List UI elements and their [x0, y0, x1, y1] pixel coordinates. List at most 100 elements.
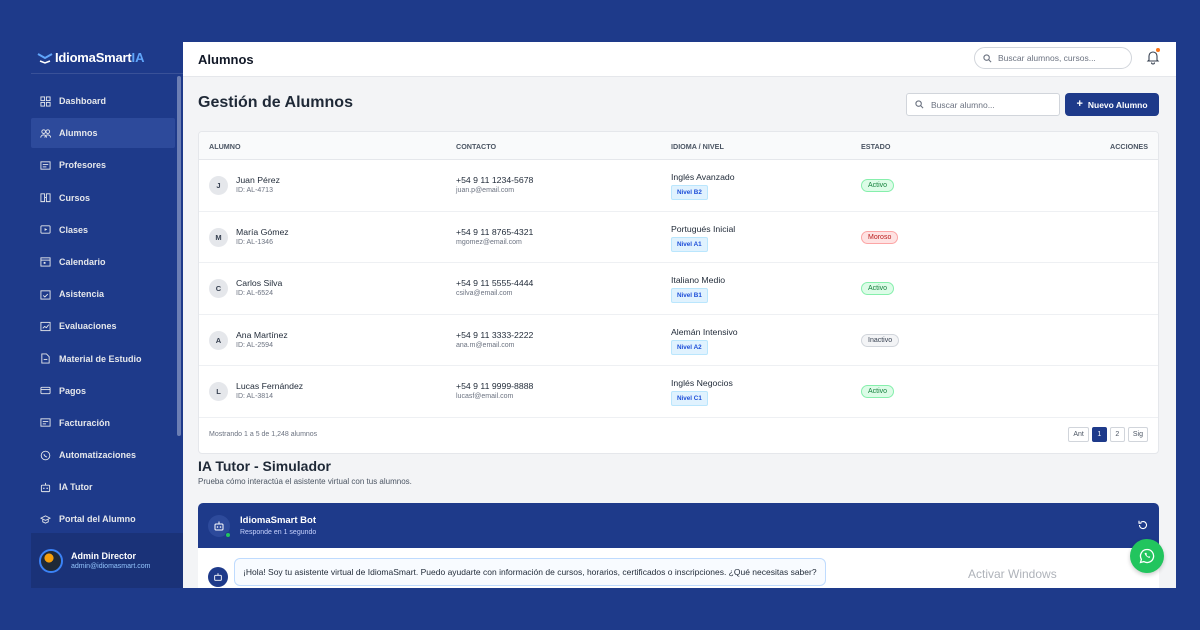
chat-body: ¡Hola! Soy tu asistente virtual de Idiom… [198, 548, 1159, 588]
logo-icon [37, 52, 53, 64]
student-search-input[interactable]: Buscar alumno... [906, 93, 1060, 116]
global-search-placeholder: Buscar alumnos, cursos... [998, 53, 1096, 63]
table-row[interactable]: M María Gómez ID: AL-1346 +54 9 11 8765-432… [199, 212, 1158, 263]
student-phone: +54 9 11 1234-5678 [456, 175, 534, 185]
student-name: Juan Pérez [236, 175, 280, 185]
users-icon [40, 129, 51, 138]
sidebar-item-label: Pagos [59, 385, 87, 396]
file-icon [41, 353, 50, 364]
student-phone: +54 9 11 3333-2222 [456, 329, 534, 340]
sidebar-item-ia-tutor[interactable]: IA Tutor [31, 472, 175, 502]
student-language: Italiano Medio [671, 275, 726, 285]
whatsapp-button[interactable] [1130, 539, 1164, 573]
plus-icon: + [1076, 98, 1083, 110]
sidebar-item-material-de-estudio[interactable]: Material de Estudio [31, 344, 175, 374]
student-id: ID: AL-4713 [236, 187, 273, 194]
sidebar-item-alumnos[interactable]: Alumnos [31, 118, 175, 149]
student-email: juan.p@email.com [456, 187, 515, 194]
pagination-page-1[interactable]: 1 [1091, 427, 1107, 442]
bot-message: ¡Hola! Soy tu asistente virtual de Idiom… [234, 558, 826, 586]
sidebar-item-label: Dashboard [59, 96, 107, 106]
table-row[interactable]: L Lucas Fernández ID: AL-3814 +54 9 11 9999… [199, 366, 1158, 418]
refresh-icon[interactable] [1137, 519, 1149, 531]
sidebar-scrollbar[interactable] [177, 76, 181, 436]
sidebar-item-calendario[interactable]: Calendario [31, 247, 175, 277]
book-icon [40, 193, 51, 203]
whatsapp-icon [1139, 548, 1155, 564]
topbar: Alumnos Buscar alumnos, cursos... [183, 42, 1176, 77]
robot-icon [208, 515, 230, 537]
bell-icon[interactable] [1146, 49, 1160, 65]
search-icon [915, 100, 924, 109]
robot-icon [40, 482, 51, 492]
pagination-page-2[interactable]: 2 [1109, 427, 1125, 442]
brand-logo[interactable]: IdiomaSmart IA [31, 42, 183, 74]
table-footer: Mostrando 1 a 5 de 1,248 alumnos Ant 1 2 Si… [199, 417, 1158, 453]
student-initial: A [209, 330, 228, 350]
level-badge: Nivel A2 [671, 339, 708, 355]
table-row[interactable]: A Ana Martínez ID: AL-2594 +54 9 11 3333-22… [199, 315, 1158, 366]
student-name: Carlos Silva [236, 278, 283, 288]
app-window: IdiomaSmart IA Dashboard Alumnos Profesores… [31, 42, 1176, 588]
student-id: ID: AL-2594 [236, 341, 273, 349]
sidebar-item-label: Clases [59, 224, 89, 235]
sidebar-item-label: Material de Estudio [59, 353, 142, 364]
check-calendar-icon [40, 290, 51, 300]
sidebar-item-label: IA Tutor [59, 482, 93, 493]
student-email: lucasf@email.com [456, 393, 514, 400]
sidebar-item-facturacion[interactable]: Facturación [31, 408, 175, 438]
new-student-button[interactable]: + Nuevo Alumno [1065, 93, 1159, 116]
student-initial: L [209, 382, 228, 401]
sidebar-item-pagos[interactable]: Pagos [31, 376, 175, 406]
admin-name: Admin Director [71, 551, 137, 561]
online-indicator [225, 532, 231, 538]
sidebar-item-dashboard[interactable]: Dashboard [31, 86, 175, 116]
student-email: mgomez@email.com [456, 238, 522, 246]
student-email: ana.m@email.com [456, 341, 515, 349]
level-badge: Nivel A1 [671, 236, 708, 252]
sidebar-item-cursos[interactable]: Cursos [31, 183, 175, 213]
level-badge: Nivel B2 [671, 185, 708, 200]
pagination: Ant 1 2 Sig [1068, 427, 1148, 442]
chat-header: IdiomaSmart Bot Responde en 1 segundo [198, 503, 1159, 548]
table-row[interactable]: J Juan Pérez ID: AL-4713 +54 9 11 1234-5678… [199, 160, 1158, 212]
student-language: Alemán Intensivo [671, 326, 738, 337]
header-actions: ACCIONES [1110, 142, 1148, 151]
sidebar-item-label: Facturación [59, 417, 111, 428]
table-row[interactable]: C Carlos Silva ID: AL-6524 +54 9 11 5555-44… [199, 263, 1158, 315]
global-search-input[interactable]: Buscar alumnos, cursos... [974, 47, 1132, 69]
sidebar-item-clases[interactable]: Clases [31, 215, 175, 245]
sidebar-item-profesores[interactable]: Profesores [31, 150, 175, 180]
graduation-icon [40, 515, 51, 524]
pagination-prev-button[interactable]: Ant [1068, 427, 1089, 442]
brand-name: IdiomaSmart [55, 50, 132, 65]
avatar[interactable] [39, 548, 63, 573]
card-icon [40, 387, 51, 395]
sidebar: IdiomaSmart IA Dashboard Alumnos Profesores… [31, 42, 183, 588]
admin-email: admin@idiomasmart.com [71, 563, 151, 570]
sidebar-item-asistencia[interactable]: Asistencia [31, 279, 175, 309]
whatsapp-icon [40, 450, 51, 460]
sidebar-item-label: Alumnos [59, 128, 98, 139]
bot-response-time: Responde en 1 segundo [240, 529, 317, 536]
sidebar-item-evaluaciones[interactable]: Evaluaciones [31, 311, 175, 341]
sidebar-item-label: Automatizaciones [59, 450, 137, 461]
receipt-icon [40, 418, 51, 427]
bot-name: IdiomaSmart Bot [240, 515, 317, 526]
status-badge: Activo [861, 282, 895, 295]
table-body: J Juan Pérez ID: AL-4713 +54 9 11 1234-5678… [199, 160, 1158, 418]
windows-activation-watermark: Activar Windows [968, 567, 1057, 581]
student-phone: +54 9 11 8765-4321 [456, 226, 534, 237]
student-phone: +54 9 11 5555-4444 [456, 278, 534, 288]
video-icon [40, 225, 51, 234]
admin-profile[interactable]: Admin Director admin@idiomasmart.com [31, 533, 183, 588]
sidebar-item-portal-del-alumno[interactable]: Portal del Alumno [31, 504, 175, 534]
new-student-label: Nuevo Alumno [1087, 99, 1148, 110]
pagination-next-button[interactable]: Sig [1127, 427, 1148, 442]
student-language: Inglés Avanzado [671, 172, 735, 182]
student-email: csilva@email.com [456, 290, 513, 297]
ia-tutor-subtitle: Prueba cómo interactúa el asistente virt… [198, 477, 412, 486]
header-student: ALUMNO [209, 142, 241, 151]
sidebar-item-automatizaciones[interactable]: Automatizaciones [31, 440, 175, 470]
topbar-title: Alumnos [198, 51, 254, 67]
